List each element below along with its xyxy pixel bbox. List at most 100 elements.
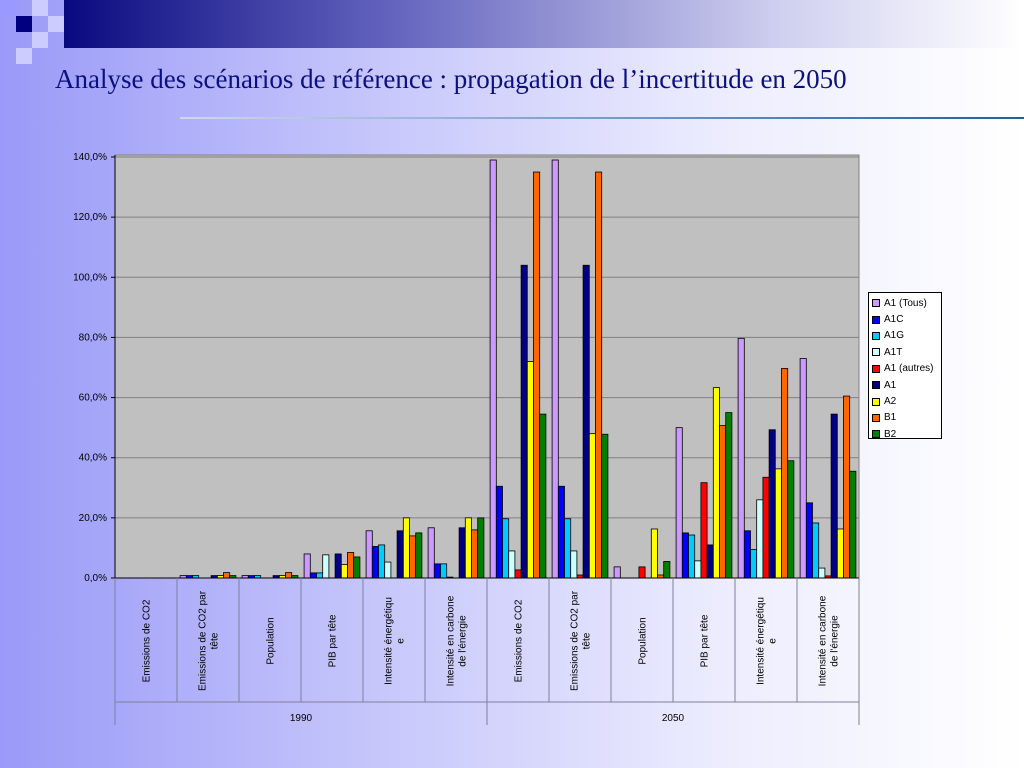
bar-a2	[774, 468, 782, 579]
legend-swatch	[872, 413, 880, 422]
legend-swatch	[872, 381, 880, 390]
legend-label: A1	[884, 379, 897, 391]
bar-b1	[843, 395, 851, 579]
decor-square	[32, 0, 48, 16]
bar-a1-autres-	[514, 569, 522, 579]
legend: A1 (Tous) A1C A1G A1T A1 (autres) A1 A2 B1 B2	[868, 292, 942, 440]
bar-a1g	[688, 534, 696, 579]
bar-a1t	[322, 554, 330, 579]
plot-area	[114, 154, 860, 579]
y-tick-label: 40,0%	[79, 453, 107, 464]
bar-a1-tous-	[365, 530, 373, 579]
bar-a1t	[694, 560, 702, 579]
group-label: 1990	[290, 713, 313, 724]
bar-a1-autres-	[762, 476, 770, 579]
legend-item: A1T	[872, 344, 938, 360]
bar-a2	[588, 433, 596, 579]
decor-square	[16, 16, 32, 32]
category-label: Intensité en carbonede l'énergie	[446, 595, 469, 686]
y-tick-label: 0,0%	[84, 573, 107, 584]
legend-item: A1	[872, 377, 938, 393]
decor-square	[0, 0, 16, 16]
legend-item: A1C	[872, 311, 938, 327]
title-rule	[180, 117, 1024, 119]
bar-a1t	[508, 550, 516, 579]
legend-label: A1T	[884, 346, 903, 358]
bar-b2	[725, 412, 733, 579]
bar-a1-tous-	[799, 358, 807, 579]
legend-swatch	[872, 430, 880, 439]
bar-a1	[458, 527, 466, 579]
bar-b1	[409, 535, 417, 579]
bar-b1	[595, 171, 603, 579]
category-label: Population	[266, 617, 277, 664]
legend-label: B1	[884, 412, 897, 424]
bar-a1-tous-	[551, 159, 559, 579]
bar-a1t	[756, 499, 764, 579]
bar-a1t	[570, 550, 578, 579]
category-label: PIB par tête	[328, 614, 339, 667]
bar-a2	[464, 517, 472, 579]
bar-a1c	[743, 530, 751, 579]
bar-b1	[347, 552, 355, 579]
category-label: Intensité énergétique	[756, 597, 779, 685]
bar-a1-tous-	[303, 553, 311, 579]
bar-a1	[520, 264, 528, 579]
bar-a1	[768, 429, 776, 579]
bar-b1	[285, 572, 293, 579]
category-label: PIB par tête	[700, 614, 711, 667]
category-label: Emissions de CO2	[514, 599, 525, 682]
y-tick-label: 60,0%	[79, 393, 107, 404]
bar-a1-tous-	[427, 527, 435, 579]
bar-a1t	[818, 567, 826, 579]
bar-a1g	[564, 518, 572, 579]
decor-square	[48, 16, 64, 32]
group-label: 2050	[662, 713, 685, 724]
legend-swatch	[872, 364, 880, 373]
legend-label: B2	[884, 428, 897, 440]
bar-a1c	[557, 485, 565, 579]
bar-a1g	[812, 522, 820, 579]
y-tick-label: 120,0%	[73, 212, 107, 223]
bar-a1t	[384, 561, 392, 579]
bar-b2	[601, 433, 609, 579]
slide-title: Analyse des scénarios de référence : pro…	[55, 64, 847, 94]
legend-label: A1C	[884, 314, 904, 326]
bar-a1	[582, 264, 590, 579]
decor-square	[32, 32, 48, 48]
legend-label: A1 (Tous)	[884, 297, 927, 309]
bar-a1-tous-	[675, 427, 683, 579]
bar-b1	[533, 171, 541, 579]
bar-a1-tous-	[613, 566, 621, 579]
y-tick-label: 80,0%	[79, 332, 107, 343]
bar-a1g	[378, 544, 386, 579]
legend-item: A1G	[872, 328, 938, 344]
legend-swatch	[872, 299, 880, 308]
bar-b2	[353, 556, 361, 579]
bar-a2	[340, 564, 348, 579]
bar-b2	[415, 532, 423, 579]
bar-a1-tous-	[489, 159, 497, 579]
bar-b2	[663, 561, 671, 579]
legend-item: A2	[872, 393, 938, 409]
category-label: Emissions de CO2 partête	[198, 590, 221, 691]
bar-a1-autres-	[700, 482, 708, 579]
bar-a1c	[371, 546, 379, 579]
decor-square	[16, 48, 32, 64]
legend-swatch	[872, 397, 880, 406]
bar-b2	[787, 460, 795, 579]
bar-a1c	[433, 563, 441, 579]
bar-a1	[706, 544, 714, 579]
category-label: Intensité énergétique	[384, 597, 407, 685]
legend-item: A1 (Tous)	[872, 295, 938, 311]
bar-a1	[334, 553, 342, 579]
legend-swatch	[872, 348, 880, 357]
legend-label: A1G	[884, 330, 905, 342]
bar-a1	[830, 413, 838, 579]
bar-b1	[223, 572, 231, 579]
bar-a2	[712, 387, 720, 579]
bar-a2	[650, 528, 658, 579]
bar-a1g	[502, 518, 510, 579]
bar-a1c	[681, 532, 689, 579]
